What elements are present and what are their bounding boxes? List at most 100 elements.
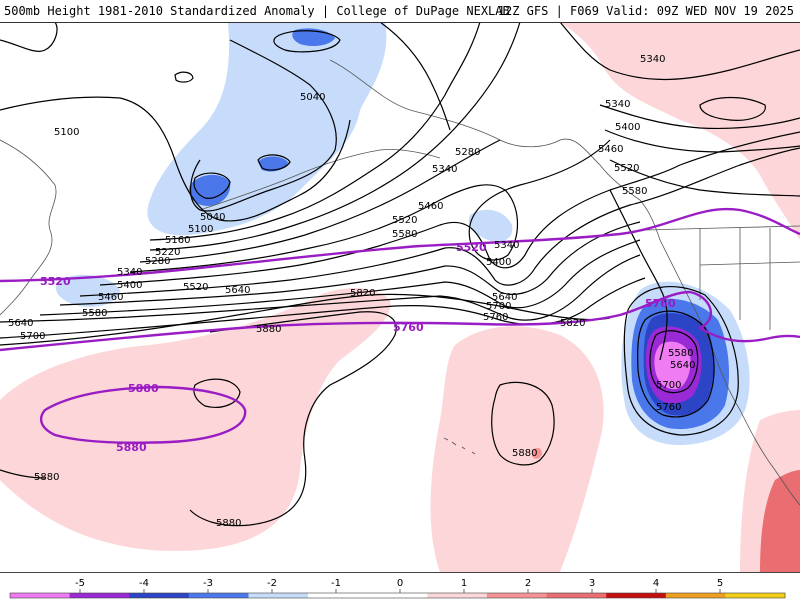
contour-ne-5340 — [559, 22, 800, 81]
contour-5100-nw — [0, 96, 351, 222]
colorbar-swatch — [129, 593, 190, 598]
label-5460-w: 5460 — [98, 292, 123, 303]
anomaly-map: 5100 5040 5040 5100 5160 5220 5280 5340 … — [0, 22, 800, 572]
label-5280-ak: 5280 — [455, 147, 480, 158]
contour-labels: 5100 5040 5040 5100 5160 5220 5280 5340 … — [8, 54, 695, 529]
label-5040-n: 5040 — [300, 92, 325, 103]
contour-5280-w — [139, 139, 501, 263]
coast-asia — [0, 139, 57, 316]
colorbar-tick-label: -2 — [267, 578, 277, 589]
contour-5820 — [0, 293, 611, 346]
contour-trough-east — [609, 189, 668, 361]
colorbar-swatch — [606, 593, 667, 598]
contour-cutoff-outer — [623, 286, 739, 436]
label-5820-e: 5820 — [560, 318, 585, 329]
positive-anomaly-spot — [532, 447, 542, 459]
label-cutoff-5760: 5760 — [656, 402, 681, 413]
colorbar-swatches — [10, 593, 786, 598]
colorbar-tick-label: 1 — [461, 578, 467, 589]
label-highlight-5880-bottom: 5880 — [116, 441, 147, 454]
contour-5580-w — [39, 239, 641, 316]
label-5340-ne: 5340 — [640, 54, 665, 65]
coastlines — [0, 59, 800, 506]
colorbar-swatch — [69, 593, 130, 598]
colorbar-tick-label: -1 — [331, 578, 341, 589]
colorbar-tick-label: 2 — [525, 578, 531, 589]
label-5280-w: 5280 — [145, 256, 170, 267]
colorbar-swatch — [10, 593, 71, 598]
positive-anomaly-ne — [560, 22, 800, 240]
contour-cutoff-inner — [649, 330, 699, 394]
label-5880-s: 5880 — [216, 518, 241, 529]
label-5100-sw: 5100 — [188, 224, 213, 235]
contour-5640-w — [0, 254, 641, 323]
colorbar-swatch — [427, 593, 488, 598]
state-lines — [699, 228, 800, 330]
colorbar-tick-label: 3 — [589, 578, 595, 589]
negative-anomaly-cutoff-5 — [654, 341, 691, 390]
coast-alaska — [329, 59, 661, 241]
label-5460-ne: 5460 — [598, 144, 623, 155]
colorbar-swatch — [248, 593, 309, 598]
contour-ne-ridge — [699, 96, 766, 121]
label-5640-w: 5640 — [225, 285, 250, 296]
label-5340-ak: 5340 — [432, 164, 457, 175]
label-highlight-5520-w: 5520 — [40, 275, 71, 288]
contour-5880-hawaii — [491, 381, 555, 466]
model-valid-time: 12Z GFS | F069 Valid: 09Z WED NOV 19 202… — [497, 4, 794, 18]
colorbar-svg: -5 -4 -3 -2 -1 0 1 2 3 4 5 — [9, 578, 786, 599]
positive-anomaly-hawaii — [430, 326, 604, 572]
label-5400-ne: 5400 — [615, 122, 640, 133]
colorbar-swatch — [546, 593, 607, 598]
contour-5700-w — [0, 277, 646, 339]
colorbar-swatch — [367, 593, 428, 598]
label-5520-w: 5520 — [183, 282, 208, 293]
contour-5160 — [149, 22, 481, 241]
colorbar-tick-label: -5 — [75, 578, 85, 589]
highlight-5880 — [39, 385, 247, 444]
colorbar-swatch — [308, 593, 369, 598]
contour-arc-alaska — [379, 22, 451, 131]
label-highlight-5760-e: 5760 — [645, 297, 676, 310]
colorbar-tick-label: -4 — [139, 578, 149, 589]
label-cutoff-5640: 5640 — [670, 360, 695, 371]
hawaii-islands — [443, 437, 476, 455]
colorbar-tick-label: -3 — [203, 578, 213, 589]
contour-5040-n — [190, 39, 337, 212]
label-5520-ne: 5520 — [614, 163, 639, 174]
negative-anomaly-ak-low — [468, 209, 513, 242]
contour-5400-w — [99, 131, 800, 286]
contour-ne-5580 — [609, 159, 800, 197]
label-highlight-5760-mid: 5760 — [393, 321, 424, 334]
negative-anomaly-nw-dark2 — [189, 174, 231, 206]
label-5400-w: 5400 — [117, 280, 142, 291]
label-5700-far: 5700 — [20, 331, 45, 342]
label-5880-hawaii: 5880 — [512, 448, 537, 459]
contour-5880-small — [193, 378, 241, 408]
positive-anomaly-se-2 — [760, 470, 800, 572]
label-highlight-5520-mid: 5520 — [456, 241, 487, 254]
contour-cutoff-mid — [637, 310, 715, 418]
colorbar-tick-label: 0 — [397, 578, 403, 589]
label-cutoff-5700: 5700 — [656, 380, 681, 391]
contour-5340-w — [129, 139, 611, 273]
colorbar-swatch — [665, 593, 726, 598]
highlight-5520 — [0, 207, 800, 283]
contour-5220 — [149, 22, 521, 251]
map-header: 500mb Height 1981-2010 Standardized Anom… — [0, 0, 800, 23]
colorbar-tick-label: 5 — [717, 578, 723, 589]
label-5580-w: 5580 — [82, 308, 107, 319]
contour-5460-w — [79, 147, 800, 297]
label-5640-trough: 5640 — [492, 292, 517, 303]
us-canada-border — [644, 225, 800, 231]
label-5820-mid: 5820 — [350, 288, 375, 299]
label-cutoff-5580: 5580 — [668, 348, 693, 359]
positive-anomaly-central — [0, 288, 391, 551]
colorbar-tick-labels: -5 -4 -3 -2 -1 0 1 2 3 4 5 — [75, 578, 723, 593]
anomaly-colorbar: -5 -4 -3 -2 -1 0 1 2 3 4 5 — [0, 572, 800, 600]
label-5880-w: 5880 — [256, 324, 281, 335]
label-5580-ne: 5580 — [622, 186, 647, 197]
colorbar-swatch — [188, 593, 249, 598]
negative-anomaly-w-small — [55, 274, 120, 307]
